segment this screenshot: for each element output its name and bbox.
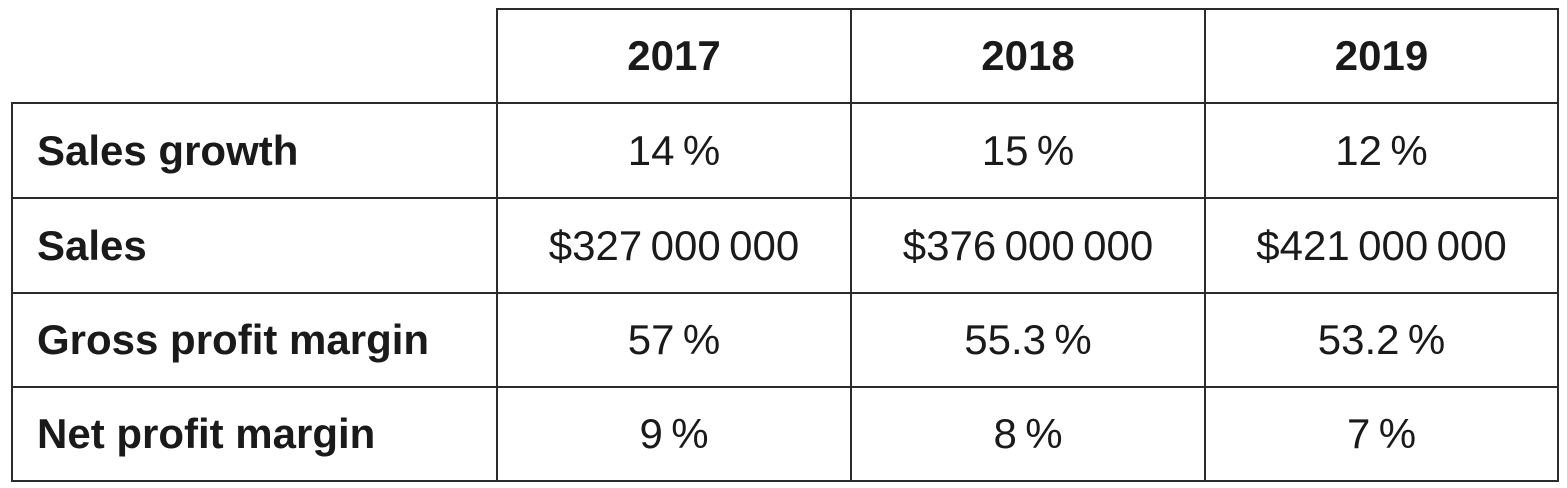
column-header-2018: 2018 xyxy=(850,8,1206,104)
table-cell: $327 000 000 xyxy=(496,197,852,294)
table-cell: 14 % xyxy=(496,102,852,199)
table-cell: 7 % xyxy=(1204,386,1559,482)
table-cell: 15 % xyxy=(850,102,1206,199)
table-cell: $421 000 000 xyxy=(1204,197,1559,294)
table-cell: 53.2 % xyxy=(1204,292,1559,388)
row-label-gross-profit-margin: Gross profit margin xyxy=(11,292,498,388)
column-header-2017: 2017 xyxy=(496,8,852,104)
table-cell: 8 % xyxy=(850,386,1206,482)
table-cell: 57 % xyxy=(496,292,852,388)
table-cell: 55.3 % xyxy=(850,292,1206,388)
table-cell: $376 000 000 xyxy=(850,197,1206,294)
row-label-net-profit-margin: Net profit margin xyxy=(11,386,498,482)
table-cell: 12 % xyxy=(1204,102,1559,199)
table-cell: 9 % xyxy=(496,386,852,482)
row-label-sales: Sales xyxy=(11,197,498,294)
column-header-2019: 2019 xyxy=(1204,8,1559,104)
row-label-sales-growth: Sales growth xyxy=(11,102,498,199)
